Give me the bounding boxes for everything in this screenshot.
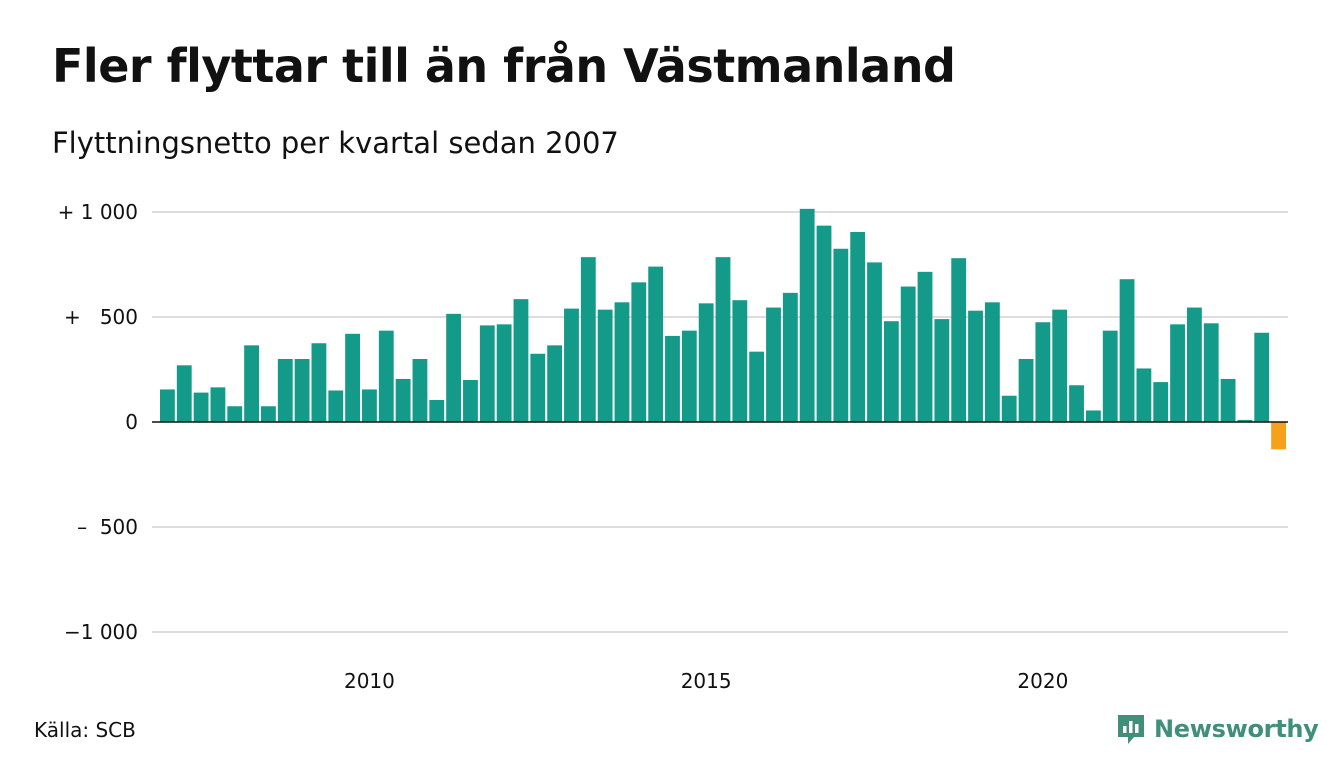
bar — [1069, 385, 1084, 422]
bar — [816, 225, 832, 422]
y-axis-labels: + 1 000 + 500 0 – 500 −1 000 — [58, 200, 138, 644]
bar — [261, 406, 276, 422]
y-tick-label: + 500 — [64, 305, 138, 329]
bar — [665, 335, 680, 422]
bar — [850, 231, 866, 422]
bar — [1237, 419, 1253, 422]
bar — [277, 359, 293, 422]
bar — [749, 351, 765, 422]
bar — [1085, 410, 1101, 422]
chart-subtitle: Flyttningsnetto per kvartal sedan 2007 — [52, 126, 619, 160]
bar — [463, 380, 478, 422]
brand-name: Newsworthy — [1154, 715, 1319, 743]
bar — [782, 292, 798, 422]
bar — [799, 208, 815, 422]
bar — [766, 307, 781, 422]
newsworthy-logo: Newsworthy — [1116, 712, 1319, 746]
bar — [732, 300, 748, 422]
bar — [934, 319, 950, 422]
bar — [227, 406, 243, 422]
bar — [1001, 395, 1017, 422]
bar — [833, 248, 849, 422]
bar — [968, 310, 983, 422]
bar — [479, 325, 495, 422]
x-tick-label: 2015 — [681, 669, 732, 693]
bar — [496, 324, 512, 422]
bar — [1220, 378, 1236, 422]
bar — [176, 365, 192, 422]
bar — [378, 330, 394, 422]
y-tick-label: −1 000 — [64, 620, 138, 644]
bar — [446, 313, 462, 422]
bar — [614, 302, 630, 422]
bar — [1035, 322, 1051, 422]
bar — [698, 303, 714, 422]
bar — [883, 321, 899, 422]
bar — [984, 302, 1000, 422]
bar — [1271, 422, 1286, 450]
bar — [900, 286, 916, 422]
y-tick-label: 0 — [125, 410, 138, 434]
bar — [244, 345, 259, 422]
bar — [564, 308, 579, 422]
source-note: Källa: SCB — [34, 718, 136, 742]
bar — [715, 257, 731, 422]
bar — [951, 258, 967, 422]
bar — [395, 378, 411, 422]
chart-title: Fler flyttar till än från Västmanland — [52, 39, 956, 93]
x-axis-labels: 2010 2015 2020 — [344, 669, 1068, 693]
bar — [1153, 382, 1169, 422]
bar — [1018, 359, 1034, 422]
y-tick-label: + 1 000 — [58, 200, 138, 224]
bar — [530, 353, 546, 422]
bar — [328, 390, 344, 422]
bar — [513, 299, 529, 422]
bar — [210, 387, 226, 422]
bar — [1136, 368, 1152, 422]
bar — [429, 399, 445, 422]
x-tick-label: 2020 — [1017, 669, 1068, 693]
bar — [1170, 324, 1185, 422]
grid-layer — [152, 211, 1288, 633]
bar — [681, 330, 697, 422]
bar — [1119, 279, 1135, 422]
bar-layer — [160, 208, 1286, 450]
newsworthy-logo-icon — [1118, 715, 1144, 744]
bar — [597, 309, 613, 422]
bar — [1203, 323, 1219, 422]
bar — [345, 333, 361, 422]
bar — [160, 389, 175, 422]
bar — [631, 282, 647, 422]
bar — [1052, 309, 1068, 422]
bar — [867, 262, 882, 422]
bar — [547, 345, 563, 422]
x-tick-label: 2010 — [344, 669, 395, 693]
bar — [580, 257, 596, 422]
bar — [193, 392, 209, 422]
bar — [362, 389, 377, 422]
bar — [917, 271, 933, 422]
bar — [1254, 332, 1270, 422]
bar — [311, 343, 327, 422]
y-tick-label: – 500 — [77, 515, 138, 539]
bar — [648, 266, 664, 422]
bar — [1186, 307, 1202, 422]
bar — [1102, 330, 1118, 422]
bar — [294, 359, 310, 422]
bar — [412, 359, 428, 422]
